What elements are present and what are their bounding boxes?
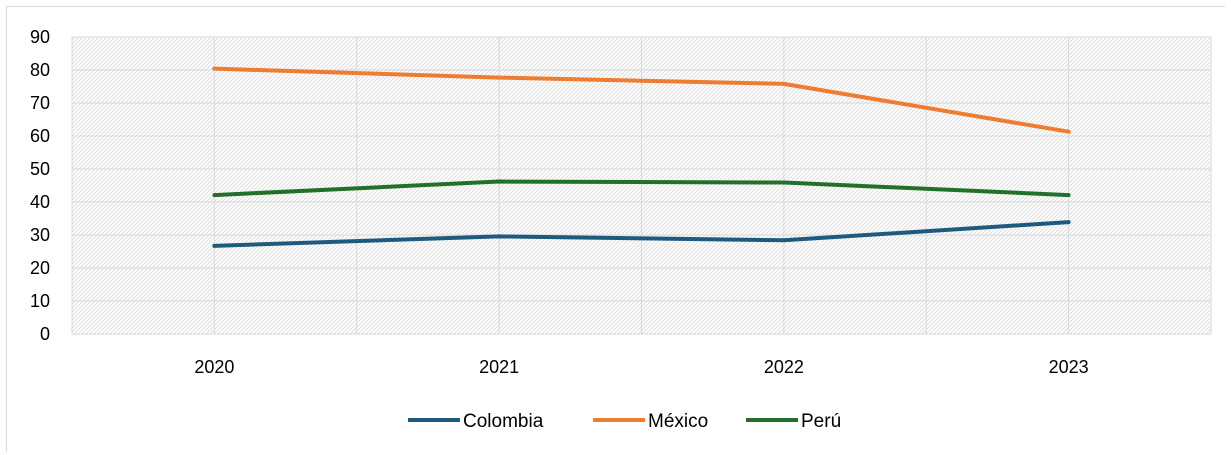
- legend-label: Colombia: [463, 411, 544, 432]
- y-tick-label: 10: [30, 291, 50, 311]
- y-tick-label: 90: [30, 27, 50, 47]
- data-point: [497, 180, 501, 184]
- data-point: [212, 67, 216, 71]
- legend-label: Perú: [801, 411, 841, 432]
- data-point: [1067, 193, 1071, 197]
- x-tick-label: 2020: [194, 357, 234, 377]
- y-tick-label: 80: [30, 60, 50, 80]
- data-point: [1067, 220, 1071, 224]
- y-tick-label: 40: [30, 192, 50, 212]
- data-point: [212, 244, 216, 248]
- chart-frame: [6, 6, 1225, 452]
- x-axis-ticks: 2020 2021 2022 2023: [194, 357, 1088, 377]
- y-tick-label: 30: [30, 225, 50, 245]
- data-point: [1067, 130, 1071, 134]
- data-point: [497, 76, 501, 80]
- x-tick-label: 2021: [479, 357, 519, 377]
- x-tick-label: 2023: [1049, 357, 1089, 377]
- series-line-perú: [212, 179, 1071, 198]
- y-tick-label: 0: [40, 324, 50, 344]
- gridlines: [71, 36, 1212, 335]
- y-tick-label: 60: [30, 126, 50, 146]
- data-point: [782, 82, 786, 86]
- legend: Colombia México Perú: [408, 411, 841, 432]
- y-tick-label: 20: [30, 258, 50, 278]
- data-point: [782, 181, 786, 185]
- data-point: [782, 238, 786, 242]
- data-point: [497, 234, 501, 238]
- x-tick-label: 2022: [764, 357, 804, 377]
- y-tick-label: 70: [30, 93, 50, 113]
- y-axis-ticks: 0 10 20 30 40 50 60 70 80 90: [30, 27, 50, 344]
- series-line-méxico: [212, 66, 1071, 134]
- y-tick-label: 50: [30, 159, 50, 179]
- series-lines: [212, 66, 1071, 248]
- series-line-colombia: [212, 220, 1071, 248]
- legend-label: México: [648, 411, 708, 432]
- data-point: [212, 193, 216, 197]
